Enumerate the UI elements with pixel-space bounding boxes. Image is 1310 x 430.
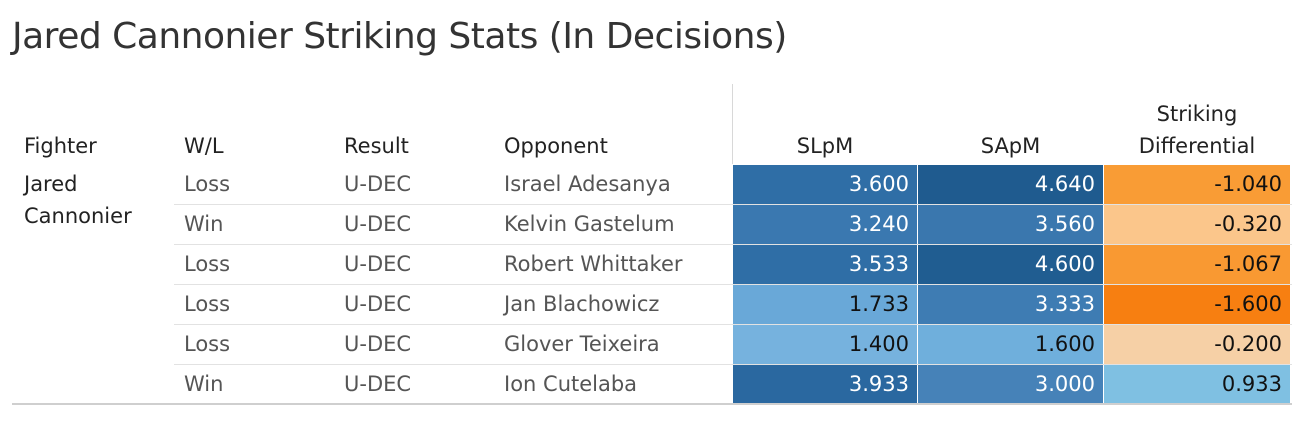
opponent-cell: Glover Teixeira [504, 332, 660, 356]
opponent-cell: Kelvin Gastelum [504, 212, 675, 236]
wl-cell: Win [184, 372, 224, 396]
slpm-cell: 3.240 [733, 205, 917, 244]
result-cell: U-DEC [344, 252, 412, 276]
slpm-cell: 1.733 [733, 285, 917, 324]
row-separator [174, 284, 1292, 285]
opponent-cell: Robert Whittaker [504, 252, 683, 276]
header-slpm: SLpM [796, 134, 854, 158]
slpm-cell: 3.933 [733, 365, 917, 404]
slpm-cell: 1.400 [733, 325, 917, 364]
table-bottom-border [12, 403, 1292, 405]
row-separator [174, 324, 1292, 325]
opponent-cell: Jan Blachowicz [504, 292, 660, 316]
result-cell: U-DEC [344, 292, 412, 316]
slpm-cell: 3.533 [733, 245, 917, 284]
sapm-cell: 3.560 [918, 205, 1103, 244]
result-cell: U-DEC [344, 212, 412, 236]
striking-differential-cell: -1.067 [1104, 245, 1290, 284]
header-opponent: Opponent [504, 134, 608, 158]
striking-differential-cell: -1.600 [1104, 285, 1290, 324]
result-cell: U-DEC [344, 372, 412, 396]
opponent-cell: Ion Cutelaba [504, 372, 638, 396]
striking-differential-cell: -0.320 [1104, 205, 1290, 244]
wl-cell: Win [184, 212, 224, 236]
fighter-name: Jared Cannonier [24, 172, 132, 228]
sapm-cell: 3.000 [918, 365, 1103, 404]
wl-cell: Loss [184, 332, 231, 356]
wl-cell: Loss [184, 252, 231, 276]
chart-title: Jared Cannonier Striking Stats (In Decis… [12, 16, 787, 57]
slpm-cell: 3.600 [733, 165, 917, 204]
header-result: Result [344, 134, 409, 158]
result-cell: U-DEC [344, 332, 412, 356]
striking-differential-cell: -1.040 [1104, 165, 1290, 204]
opponent-cell: Israel Adesanya [504, 172, 671, 196]
header-sapm: SApM [980, 134, 1041, 158]
sapm-cell: 4.640 [918, 165, 1103, 204]
wl-cell: Loss [184, 292, 231, 316]
row-separator [174, 244, 1292, 245]
row-separator [174, 364, 1292, 365]
striking-differential-cell: 0.933 [1104, 365, 1290, 404]
header-wl: W/L [184, 134, 224, 158]
header-divider [732, 84, 733, 164]
result-cell: U-DEC [344, 172, 412, 196]
sapm-cell: 3.333 [918, 285, 1103, 324]
header-striking-differential: Striking Differential [1138, 102, 1256, 158]
wl-cell: Loss [184, 172, 231, 196]
striking-differential-cell: -0.200 [1104, 325, 1290, 364]
sapm-cell: 4.600 [918, 245, 1103, 284]
row-separator [174, 204, 1292, 205]
header-fighter: Fighter [24, 134, 97, 158]
sapm-cell: 1.600 [918, 325, 1103, 364]
